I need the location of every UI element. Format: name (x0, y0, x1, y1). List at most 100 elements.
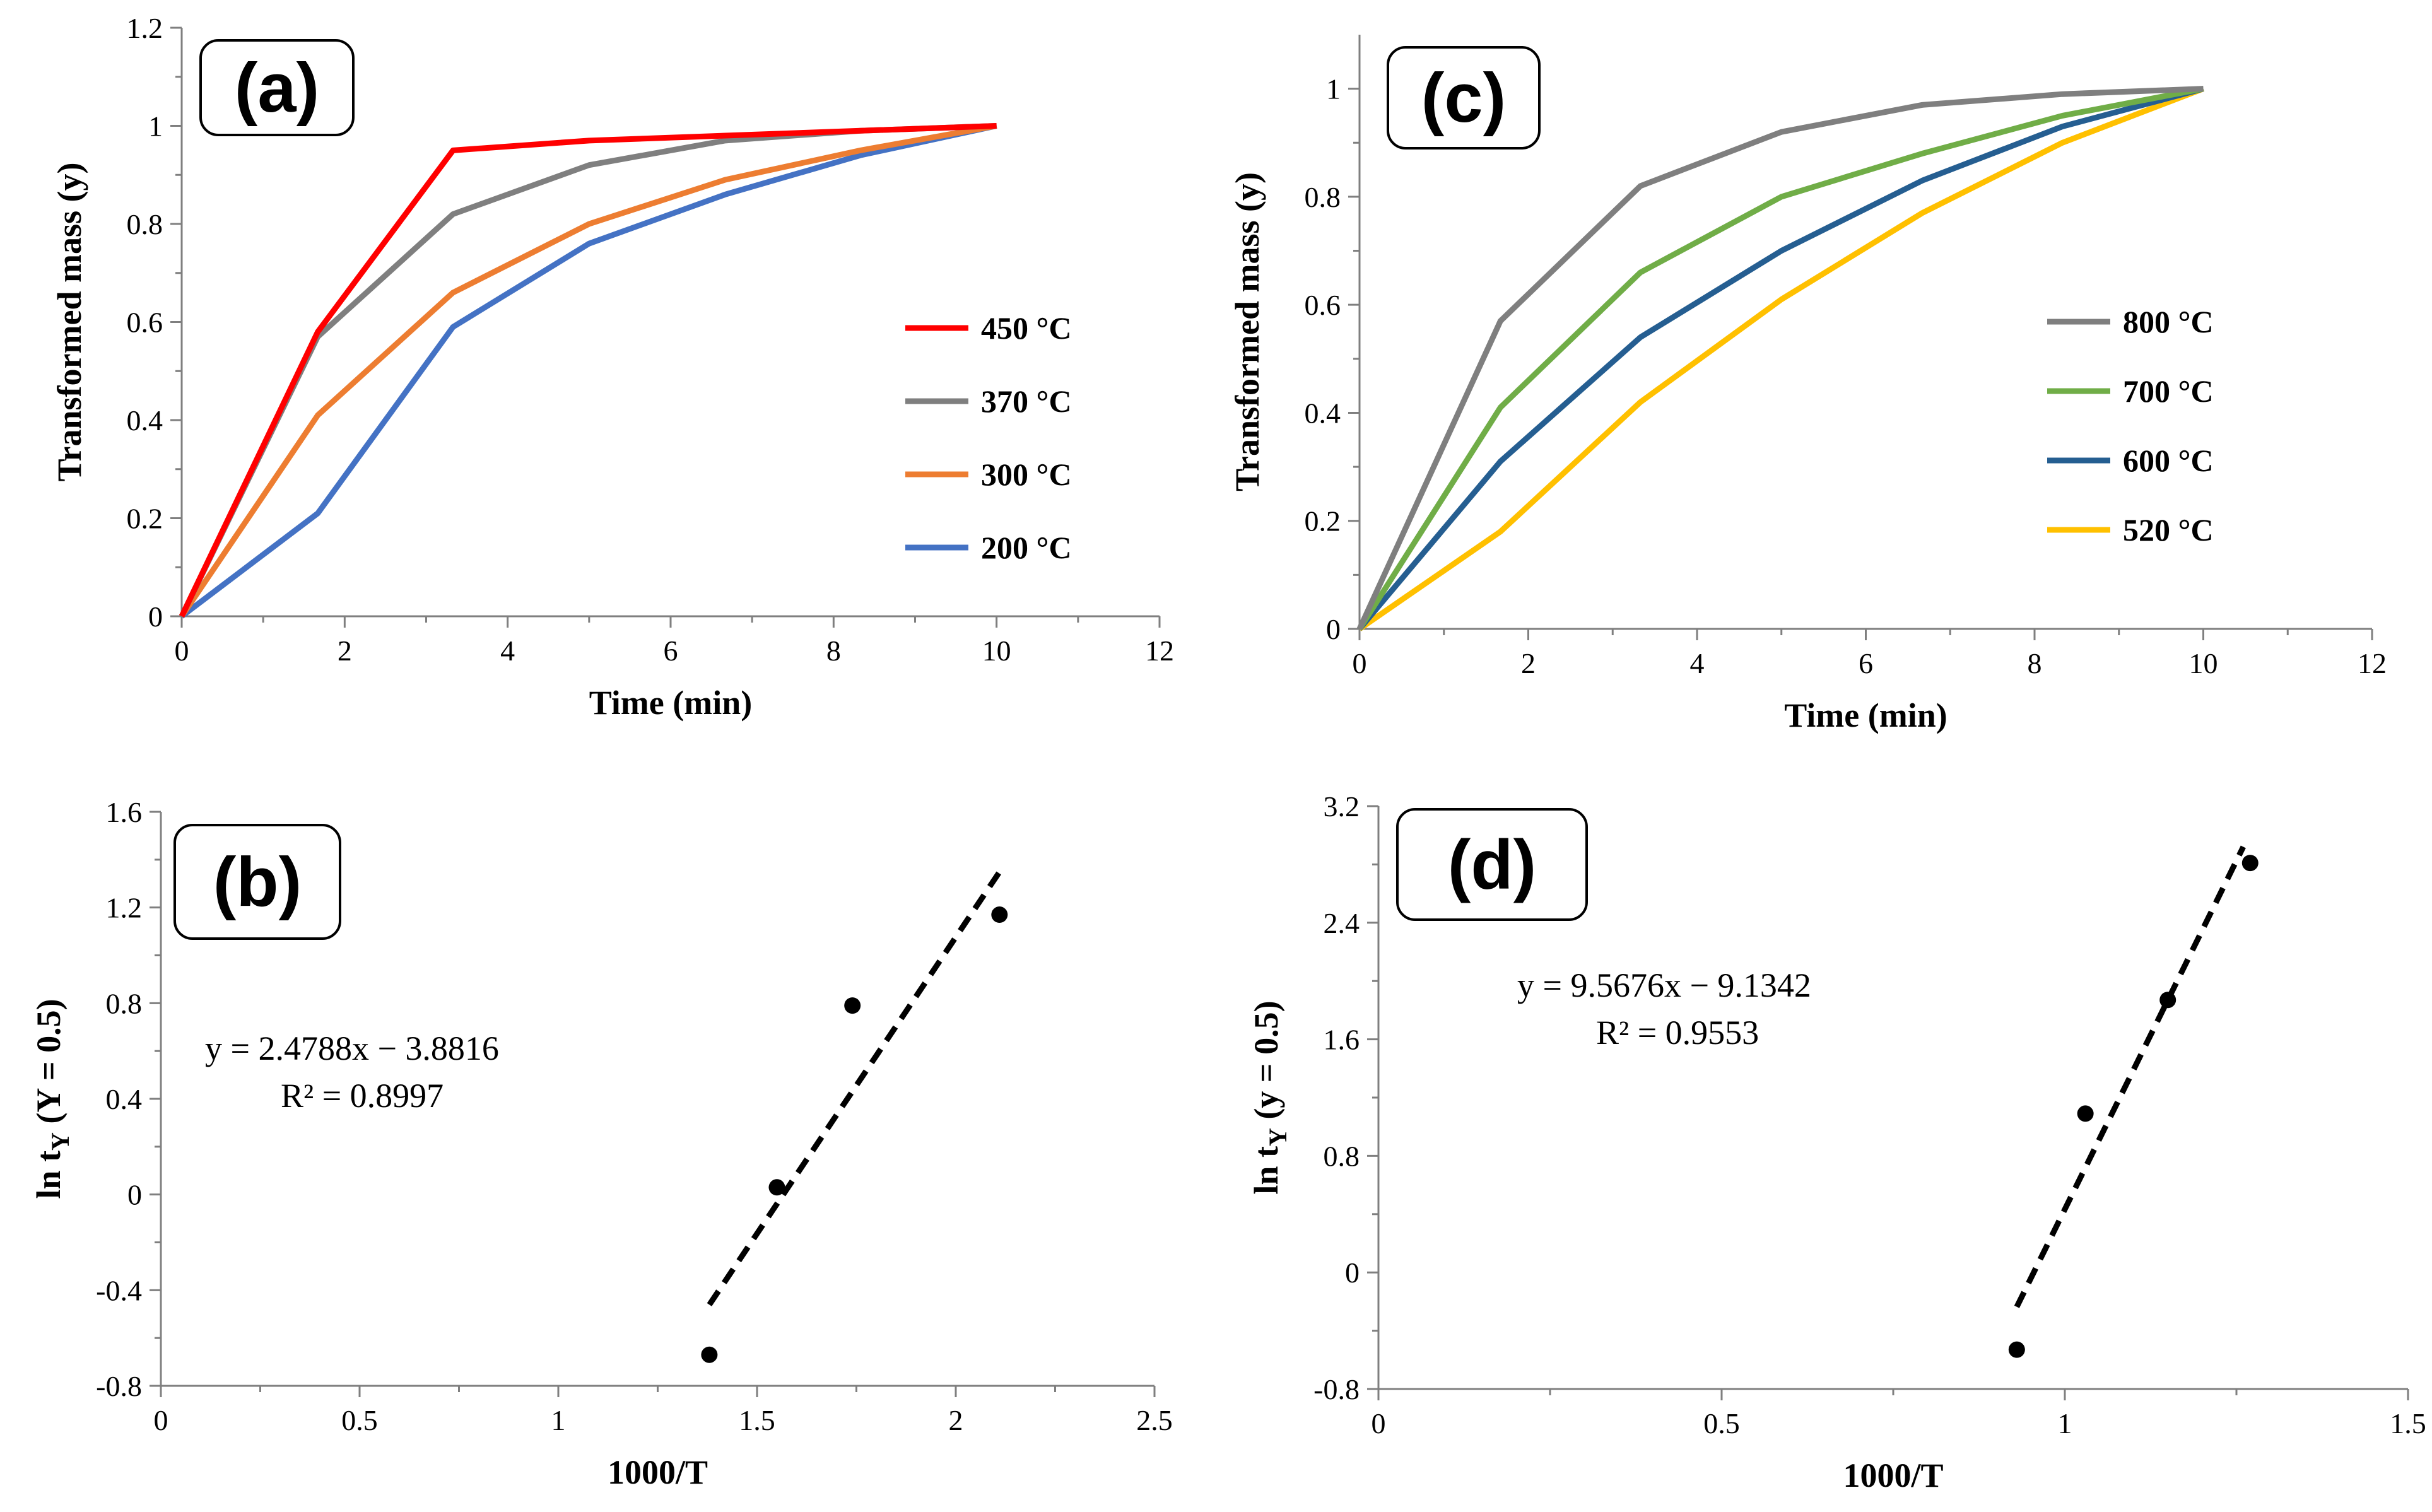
x-tick-label: 10 (982, 635, 1011, 667)
y-tick-label: 0.8 (1305, 181, 1341, 213)
series-line-1 (179, 123, 997, 618)
series-line-2 (1357, 86, 2204, 631)
x-tick-label: 8 (826, 635, 841, 667)
series-line-0 (179, 123, 997, 618)
y-tick-label: 2.4 (1324, 907, 1360, 939)
x-tick-label: 2 (338, 635, 352, 667)
x-tick-label: 0.5 (1703, 1407, 1740, 1439)
y-tick-label: 0.6 (1305, 289, 1341, 321)
y-tick-label: 1.6 (1324, 1024, 1360, 1056)
x-tick-label: 1.5 (2390, 1407, 2426, 1439)
y-tick-label: 0.4 (106, 1083, 143, 1115)
y-axis-label-subscript: Y (46, 1132, 74, 1151)
series-line-2 (179, 123, 997, 618)
panel-label: (b) (213, 843, 302, 921)
legend-label: 450 °C (981, 310, 1072, 346)
data-point (768, 1179, 785, 1196)
legend-label: 520 °C (2123, 512, 2214, 548)
x-tick-label: 0 (1353, 647, 1367, 679)
x-tick-label: 2 (1521, 647, 1536, 679)
x-axis-label: Time (min) (589, 684, 752, 722)
chart-panel-b: -0.8 -0.4 0 0.4 0.8 1.2 1.6 0 0.5 1 1.5 2 2.5 1000/T l… (30, 796, 1173, 1491)
legend-label: 370 °C (981, 384, 1072, 419)
x-tick-label: 0 (175, 635, 189, 667)
y-axis-label: ln tY (Y = 0.5) (30, 999, 74, 1198)
y-tick-label: 0 (148, 601, 163, 633)
panel-label-box (199, 39, 355, 136)
trendline-equation: y = 9.5676x − 9.1342 (1517, 966, 1811, 1004)
x-tick-label: 0 (154, 1404, 168, 1436)
series-line-3 (180, 123, 997, 619)
x-axis-label: 1000/T (1843, 1456, 1943, 1494)
x-tick-label: 6 (1859, 647, 1873, 679)
x-tick-label: 2 (949, 1404, 963, 1436)
data-point (2241, 855, 2259, 872)
panel-label-box (1387, 46, 1541, 149)
panel-label: (c) (1421, 59, 1506, 137)
chart-panel-a: 0 0.2 0.4 0.6 0.8 1 1.2 0 2 4 6 8 10 12 Time (min) Tran… (50, 12, 1174, 722)
y-axis-label-subscript: Y (1264, 1128, 1292, 1146)
y-tick-label: 0.8 (1324, 1140, 1360, 1172)
y-tick-label: 0.8 (127, 208, 163, 240)
legend-label: 600 °C (2123, 443, 2214, 478)
y-tick-label: 0.2 (127, 503, 163, 535)
y-tick-label: 0 (127, 1179, 142, 1211)
y-tick-label: 1.6 (106, 796, 143, 828)
data-point (2077, 1105, 2094, 1122)
x-tick-label: 10 (2189, 647, 2218, 679)
trendline (2014, 845, 2246, 1308)
y-tick-label: 0.2 (1305, 505, 1341, 537)
y-tick-label: -0.8 (96, 1370, 142, 1402)
r-squared: R² = 0.8997 (281, 1077, 444, 1115)
y-tick-label: 1 (1326, 73, 1341, 105)
y-tick-label: 1 (148, 110, 163, 143)
y-tick-label: 1.2 (127, 12, 163, 44)
data-point (844, 997, 861, 1014)
y-tick-label: 0.8 (106, 987, 143, 1019)
y-tick-label: 0 (1345, 1257, 1360, 1289)
data-point (701, 1346, 718, 1363)
x-axis-label: 1000/T (608, 1453, 708, 1491)
legend-label: 200 °C (981, 530, 1072, 565)
x-axis-label: Time (min) (1784, 696, 1947, 734)
x-tick-label: 8 (2028, 647, 2042, 679)
y-axis-label-main: ln t (1247, 1146, 1285, 1195)
y-tick-label: 0 (1326, 613, 1341, 645)
legend-label: 300 °C (981, 457, 1072, 492)
data-point (2159, 992, 2176, 1009)
y-axis-label: Transformed mass (y) (1228, 172, 1266, 491)
panel-label-box (1396, 808, 1588, 921)
x-tick-label: 2.5 (1136, 1404, 1173, 1436)
x-tick-label: 1 (2058, 1407, 2072, 1439)
y-tick-label: 3.2 (1324, 790, 1360, 823)
x-tick-label: 0.5 (341, 1404, 378, 1436)
panel-label: (d) (1448, 826, 1536, 904)
data-point (991, 906, 1008, 923)
r-squared: R² = 0.9553 (1596, 1014, 1759, 1052)
y-axis-label-tail: (y = 0.5) (1247, 1000, 1285, 1128)
y-tick-label: -0.8 (1313, 1373, 1360, 1405)
x-tick-label: 0 (1372, 1407, 1386, 1439)
y-axis-label: Transformed mass (y) (50, 163, 88, 482)
series-line-0 (1356, 86, 2204, 630)
x-tick-label: 1.5 (739, 1404, 775, 1436)
legend-label: 800 °C (2123, 304, 2214, 339)
y-tick-label: 0.6 (127, 307, 163, 339)
y-tick-label: 1.2 (106, 892, 143, 924)
y-tick-label: -0.4 (96, 1274, 142, 1306)
chart-panel-d: -0.8 0 0.8 1.6 2.4 3.2 0 0.5 1 1.5 1000/T ln tY (y … (1247, 790, 2426, 1494)
legend-label: 700 °C (2123, 373, 2214, 409)
trendline (707, 870, 1002, 1306)
x-tick-label: 1 (551, 1404, 566, 1436)
data-point (2008, 1341, 2025, 1358)
x-tick-label: 12 (1145, 635, 1174, 667)
panel-label-box (173, 824, 341, 940)
y-tick-label: 0.4 (1305, 397, 1341, 429)
series-line-1 (1357, 86, 2204, 631)
x-tick-label: 12 (2358, 647, 2387, 679)
panel-label: (a) (235, 49, 319, 127)
trendline-equation: y = 2.4788x − 3.8816 (205, 1029, 499, 1067)
x-tick-label: 6 (664, 635, 678, 667)
